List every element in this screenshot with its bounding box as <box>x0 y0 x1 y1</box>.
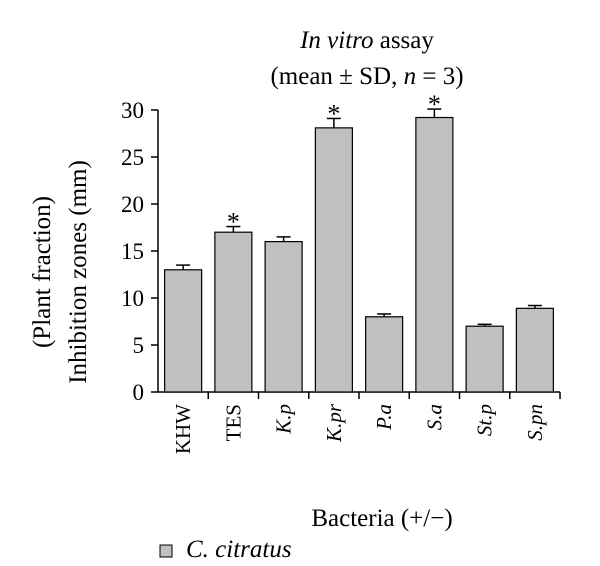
x-category-label-P.a: P.a <box>372 404 396 431</box>
x-category-label-K.p: K.p <box>272 404 296 435</box>
y-tick-label-6: 30 <box>121 98 144 123</box>
y-axis-label-line2: Inhibition zones (mm) <box>65 160 92 384</box>
x-category-label-K.pr: K.pr <box>322 403 346 443</box>
significance-star-K.pr: * <box>327 99 340 128</box>
y-tick-label-2: 10 <box>121 286 144 311</box>
bar-St.p <box>465 325 504 393</box>
title2-post: = 3) <box>416 63 463 90</box>
y-tick-label-0: 0 <box>133 380 145 405</box>
bar-KHW <box>164 269 203 393</box>
x-category-label-S.pn: S.pn <box>523 404 547 441</box>
y-tick-label-1: 5 <box>133 333 145 358</box>
title-rest-part: assay <box>373 27 434 54</box>
x-categories: KHW TES K.p K.pr P.a S.a St.p S.pn <box>171 392 561 454</box>
x-category-label-TES: TES <box>221 404 245 441</box>
chart-title-line1: In vitro assay <box>299 27 434 54</box>
chart-title-line2: (mean ± SD, n = 3) <box>270 63 463 90</box>
y-ticks: 0 5 10 15 20 25 30 <box>121 98 158 405</box>
legend-label: C. citratus <box>186 536 292 563</box>
legend-swatch <box>159 544 173 558</box>
bar-K.pr <box>314 127 353 393</box>
bars: * * * <box>164 90 554 393</box>
x-category-label-S.a: S.a <box>422 404 446 430</box>
title2-pre: (mean ± SD, <box>270 63 403 90</box>
bar-S.pn <box>515 307 554 393</box>
title-italic-part: In vitro <box>299 27 373 54</box>
y-tick-label-5: 25 <box>121 145 144 170</box>
bar-K.p <box>264 241 303 393</box>
bar-S.a <box>415 116 454 393</box>
title2-n: n <box>404 63 417 90</box>
bar-P.a <box>365 316 404 393</box>
bar-TES <box>214 231 253 393</box>
significance-star-S.a: * <box>428 90 441 119</box>
y-tick-label-3: 15 <box>121 239 144 264</box>
legend: C. citratus <box>159 536 292 563</box>
x-category-label-St.p: St.p <box>473 404 497 436</box>
significance-star-TES: * <box>227 208 240 237</box>
y-axis-label-line1: (Plant fraction) <box>29 196 56 348</box>
y-tick-label-4: 20 <box>121 192 144 217</box>
x-axis-label: Bacteria (+/−) <box>311 505 452 532</box>
x-category-label-KHW: KHW <box>171 404 195 454</box>
